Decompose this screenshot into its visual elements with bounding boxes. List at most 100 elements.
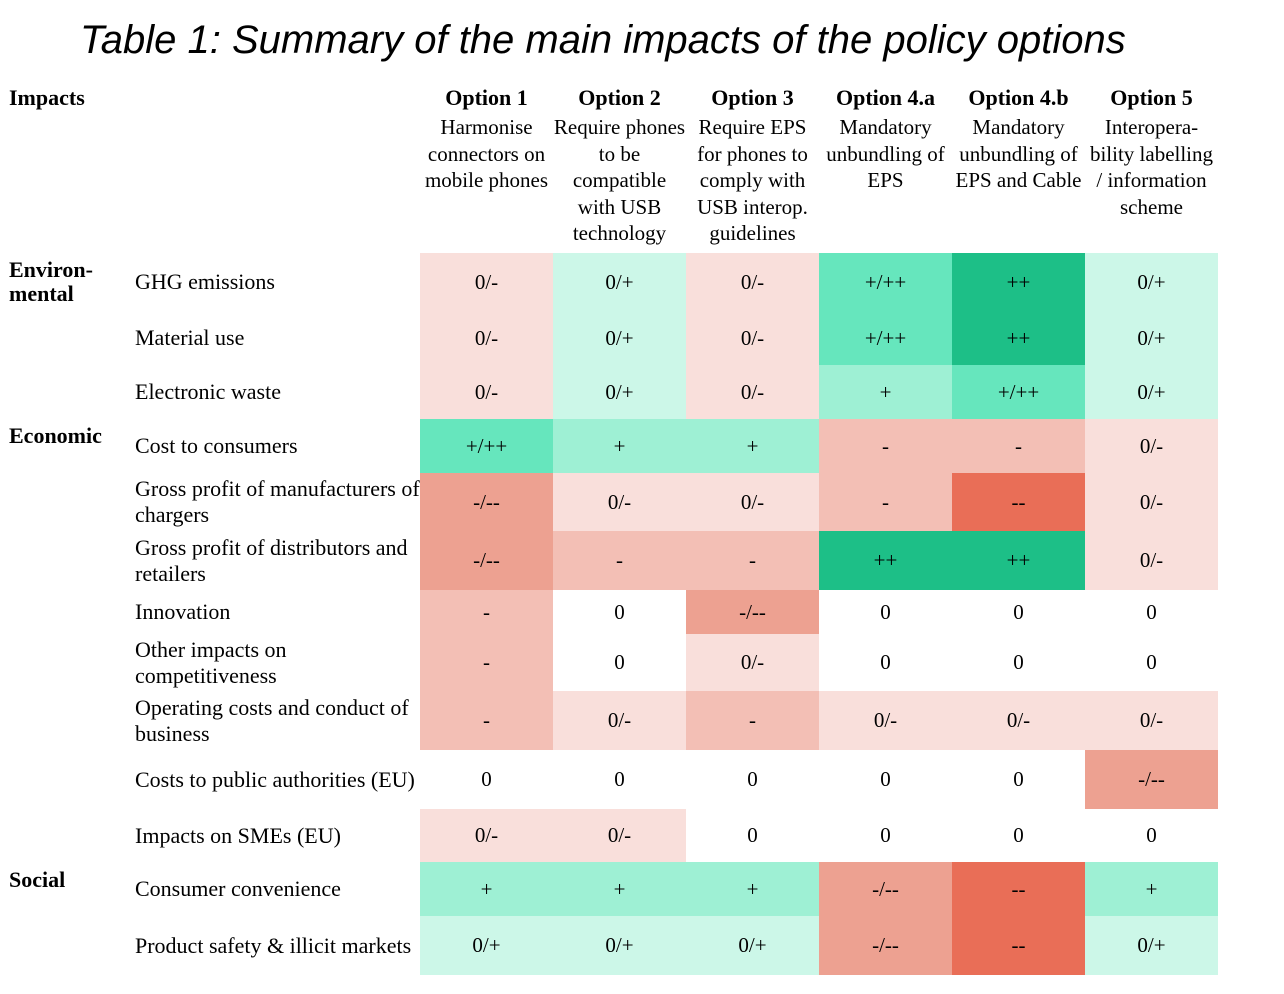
impact-cell: -/--	[420, 473, 553, 531]
impact-cell: 0/-	[952, 691, 1085, 750]
impact-cell: 0/-	[420, 809, 553, 862]
impact-cell: -	[686, 531, 819, 590]
impact-cell: -	[952, 419, 1085, 473]
row-label-consumer-convenience: Consumer convenience	[135, 876, 341, 901]
impact-cell: 0/+	[420, 916, 553, 975]
row-label-material-use: Material use	[135, 325, 245, 350]
column-header-option-4-b: Option 4.b Mandatory unbundling of EPS an…	[952, 84, 1085, 194]
column-header-option-4-a: Option 4.a Mandatory unbundling of EPS	[819, 84, 952, 194]
row-label-gross-profit-of-distributors-and-retailers: Gross profit of distributors and retaile…	[135, 534, 408, 586]
row-label-product-safety-illicit-markets: Product safety & illicit markets	[135, 932, 412, 958]
row-label-electronic-waste: Electronic waste	[135, 379, 281, 404]
impact-cell: 0/-	[553, 691, 686, 750]
option-description: Mandatory unbundling of EPS and Cable	[955, 115, 1082, 192]
row-label-other-impacts-on-competitiveness: Other impacts on competitiveness	[135, 636, 287, 688]
impact-cell: +	[553, 419, 686, 473]
option-title: Option 4.b	[968, 85, 1069, 110]
impact-cell: 0	[952, 750, 1085, 809]
impact-cell: +/++	[819, 311, 952, 365]
impact-cell: 0	[1085, 590, 1218, 634]
impact-cell: 0/-	[686, 473, 819, 531]
impact-cell: 0/-	[1085, 531, 1218, 590]
impact-cell: -	[819, 473, 952, 531]
impact-cell: +	[686, 862, 819, 916]
impact-cell: 0/+	[686, 916, 819, 975]
impacts-header: Impacts	[9, 85, 85, 110]
impact-cell: -	[553, 531, 686, 590]
category-social: Social	[9, 867, 66, 892]
impact-cell: 0	[819, 750, 952, 809]
impact-cell: 0	[952, 590, 1085, 634]
impact-cell: -	[420, 634, 553, 691]
impact-cell: -/--	[819, 916, 952, 975]
impact-cell: +	[553, 862, 686, 916]
impact-cell: 0/-	[420, 365, 553, 419]
impact-cell: 0/-	[686, 365, 819, 419]
row-label-costs-to-public-authorities-eu: Costs to public authorities (EU)	[135, 766, 415, 792]
impact-cell: -/--	[819, 862, 952, 916]
impact-cell: 0/+	[553, 311, 686, 365]
column-header-option-3: Option 3 Require EPS for phones to comply…	[686, 84, 819, 247]
impact-cell: +	[420, 862, 553, 916]
impact-cell: 0	[420, 750, 553, 809]
impact-cell: 0/-	[1085, 419, 1218, 473]
option-title: Option 4.a	[835, 85, 936, 110]
impact-cell: -/--	[1085, 750, 1218, 809]
impact-cell: 0	[686, 809, 819, 862]
impact-cell: 0/-	[1085, 691, 1218, 750]
column-header-option-1: Option 1 Harmonise connectors on mobile p…	[420, 84, 553, 194]
row-label-cost-to-consumers: Cost to consumers	[135, 433, 298, 458]
option-description: Require EPS for phones to comply with US…	[697, 115, 808, 245]
impact-cell: ++	[952, 253, 1085, 311]
category-economic: Economic	[9, 423, 102, 448]
option-description: Harmonise connectors on mobile phones	[424, 115, 549, 192]
option-title: Option 5	[1110, 85, 1193, 110]
row-label-ghg-emissions: GHG emissions	[135, 269, 275, 294]
row-label-gross-profit-of-manufacturers-of-chargers: Gross profit of manufacturers of charger…	[135, 476, 420, 527]
page-title: Table 1: Summary of the main impacts of …	[80, 18, 1126, 62]
column-header-option-5: Option 5 Interopera-bility labelling / in…	[1085, 84, 1218, 220]
impact-cell: -	[420, 590, 553, 634]
impact-cell: +	[686, 419, 819, 473]
impact-cell: +	[1085, 862, 1218, 916]
impact-cell: 0	[819, 634, 952, 691]
impact-cell: 0/+	[553, 253, 686, 311]
impact-cell: 0/+	[553, 365, 686, 419]
impact-cell: +/++	[420, 419, 553, 473]
row-label-operating-costs-and-conduct-of-business: Operating costs and conduct of business	[135, 694, 409, 746]
impact-cell: 0/+	[1085, 365, 1218, 419]
impact-cell: ++	[952, 311, 1085, 365]
option-description: Mandatory unbundling of EPS	[826, 115, 945, 192]
impact-cell: -/--	[686, 590, 819, 634]
impact-cell: -/--	[420, 531, 553, 590]
impact-cell: 0	[686, 750, 819, 809]
impact-cell: 0	[1085, 634, 1218, 691]
impact-cell: -	[819, 419, 952, 473]
impact-cell: 0/-	[553, 809, 686, 862]
impact-cell: 0	[553, 750, 686, 809]
impact-cell: +/++	[952, 365, 1085, 419]
impact-cell: 0	[1085, 809, 1218, 862]
impact-cell: 0/-	[686, 634, 819, 691]
row-label-impacts-on-smes-eu: Impacts on SMEs (EU)	[135, 822, 341, 848]
category-environmental: Environ-mental	[9, 257, 93, 306]
option-description: Interopera-bility labelling / informatio…	[1089, 115, 1214, 219]
impact-cell: 0/+	[553, 916, 686, 975]
impact-cell: 0/-	[420, 311, 553, 365]
impact-cell: ++	[819, 531, 952, 590]
impact-cell: -	[420, 691, 553, 750]
row-label-innovation: Innovation	[135, 599, 231, 624]
impact-cell: 0/-	[686, 311, 819, 365]
impact-cell: 0/-	[553, 473, 686, 531]
impact-cell: 0	[819, 809, 952, 862]
impact-cell: --	[952, 473, 1085, 531]
option-title: Option 2	[578, 85, 661, 110]
impact-cell: 0	[553, 590, 686, 634]
column-header-option-2: Option 2 Require phones to be compatible …	[553, 84, 686, 247]
option-title: Option 3	[711, 85, 794, 110]
impact-cell: 0/-	[1085, 473, 1218, 531]
impact-cell: --	[952, 916, 1085, 975]
impact-cell: +/++	[819, 253, 952, 311]
option-title: Option 1	[445, 85, 528, 110]
impact-cell: 0/+	[1085, 916, 1218, 975]
